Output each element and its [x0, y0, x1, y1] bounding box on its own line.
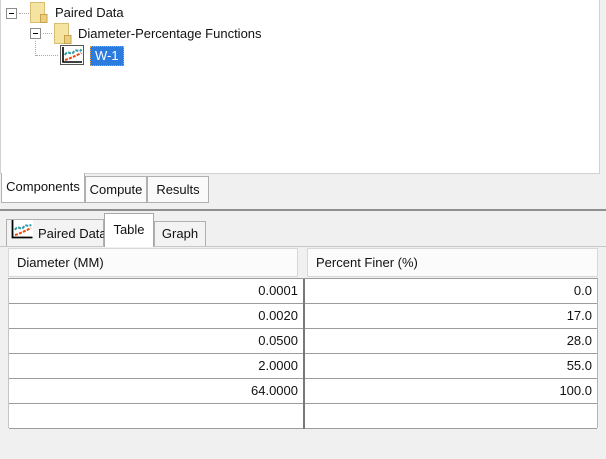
- tab-graph[interactable]: Graph: [154, 221, 206, 246]
- paired-data-table: Diameter (MM) Percent Finer (%) 0.0001 0…: [8, 248, 598, 429]
- panel-splitter[interactable]: [0, 209, 606, 211]
- expand-collapse-icon[interactable]: [6, 8, 17, 19]
- tree-node-diameter-percentage-functions[interactable]: Diameter-Percentage Functions: [78, 26, 262, 41]
- table-grid: 0.0001 0.0 0.0020 17.0 0.0500 28.0 2.000…: [8, 278, 598, 429]
- expand-collapse-icon[interactable]: [30, 28, 41, 39]
- tab-components[interactable]: Components: [1, 173, 85, 203]
- cell-diameter[interactable]: [9, 404, 303, 428]
- tree-connector-line: [36, 55, 58, 56]
- cell-percent-finer[interactable]: 55.0: [566, 358, 592, 373]
- paired-data-icon: [11, 219, 33, 247]
- folder-icon: [54, 23, 72, 47]
- cell-diameter[interactable]: 64.0000: [251, 383, 298, 398]
- tree-connector-line: [19, 13, 29, 14]
- tab-compute[interactable]: Compute: [85, 176, 147, 203]
- tree-connector-line: [43, 33, 52, 34]
- tab-paired-data-label: Paired Data: [38, 225, 107, 241]
- cell-percent-finer[interactable]: 100.0: [559, 383, 592, 398]
- tab-paired-data-editor[interactable]: Paired Data: [6, 219, 107, 247]
- tab-strip-divider: [0, 246, 606, 247]
- cell-percent-finer[interactable]: [305, 404, 597, 428]
- cell-percent-finer[interactable]: 17.0: [566, 308, 592, 323]
- tree-connector-line: [35, 41, 36, 56]
- folder-icon: [30, 2, 48, 26]
- tree-node-paired-data[interactable]: Paired Data: [55, 5, 124, 20]
- cell-diameter[interactable]: 2.0000: [258, 358, 298, 373]
- cell-diameter[interactable]: 0.0001: [258, 283, 298, 298]
- component-tree-panel: Paired Data Diameter-Percentage Function…: [0, 0, 600, 174]
- column-header-diameter: Diameter (MM): [8, 248, 298, 277]
- cell-percent-finer[interactable]: 0.0: [573, 283, 592, 298]
- cell-diameter[interactable]: 0.0500: [258, 333, 298, 348]
- column-header-percent-finer: Percent Finer (%): [307, 248, 598, 277]
- column-divider[interactable]: [303, 279, 305, 429]
- tab-results[interactable]: Results: [147, 176, 209, 203]
- tree-node-w1[interactable]: W-1: [90, 46, 124, 66]
- tab-table[interactable]: Table: [104, 213, 154, 247]
- paired-data-icon: [60, 45, 84, 68]
- cell-diameter[interactable]: 0.0020: [258, 308, 298, 323]
- cell-percent-finer[interactable]: 28.0: [566, 333, 592, 348]
